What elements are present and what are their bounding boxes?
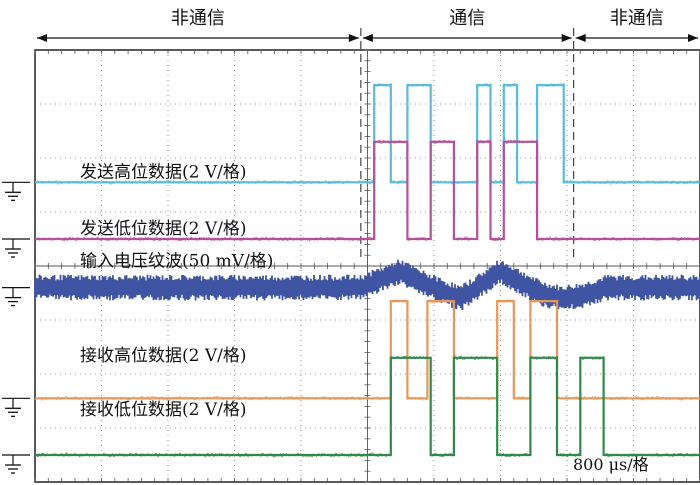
trace-noise (34, 139, 700, 242)
trace-name-label: 输入电压纹波(50 mV/格) (80, 252, 273, 272)
ground-icon (2, 238, 30, 258)
ground-icon (2, 181, 30, 201)
segment-label: 通信 (449, 8, 485, 29)
segment-label: 非通信 (610, 8, 664, 29)
segment-label: 非通信 (171, 8, 225, 29)
ground-icon (2, 454, 30, 474)
trace-name-label: 发送低位数据(2 V/格) (80, 219, 247, 239)
ground-icon (2, 287, 30, 307)
trace-name-label: 接收高位数据(2 V/格) (80, 346, 247, 366)
time-scale-label: 800 μs/格 (573, 455, 649, 474)
segment-annotations: 非通信 通信 非通信 (37, 8, 698, 260)
segment-arrowhead (561, 34, 572, 42)
ground-icon (2, 397, 30, 417)
segment-arrowhead (348, 34, 359, 42)
trace-noise (34, 355, 700, 458)
trace-labels: 发送高位数据(2 V/格) 发送低位数据(2 V/格) 输入电压纹波(50 mV/格… (80, 163, 273, 421)
trace-noise (34, 298, 700, 401)
trace-name-label: 接收低位数据(2 V/格) (80, 400, 247, 420)
ground-markers (2, 181, 30, 474)
traces (34, 82, 700, 458)
segment-arrowhead (37, 34, 47, 42)
ripple-core (35, 265, 700, 305)
segment-arrowhead (362, 34, 373, 42)
segment-arrowhead (688, 34, 698, 42)
trace-name-label: 发送高位数据(2 V/格) (80, 163, 247, 183)
segment-arrowhead (575, 34, 586, 42)
